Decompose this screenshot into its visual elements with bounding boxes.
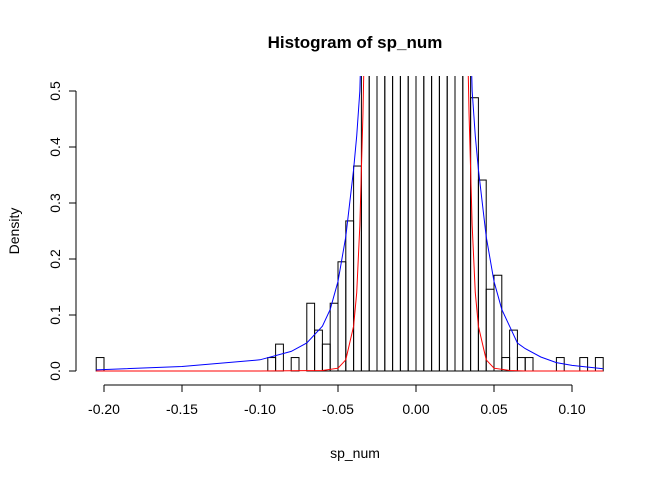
histogram-bar	[376, 76, 386, 372]
histogram-bar	[392, 76, 401, 372]
x-tick-label: 0.10	[558, 401, 585, 417]
density-curve-red	[96, 76, 604, 372]
y-tick-label: 0.1	[47, 305, 63, 325]
histogram-bar	[462, 76, 472, 372]
histogram-bar	[579, 357, 589, 372]
histogram-bar	[321, 343, 331, 372]
y-tick-label: 0.2	[47, 249, 63, 269]
histogram-bar	[454, 76, 464, 372]
histogram-bar	[516, 357, 526, 372]
x-tick-label: -0.20	[88, 401, 120, 417]
y-tick-label: 0.0	[47, 361, 63, 381]
histogram-bar	[368, 76, 378, 372]
y-axis: 0.0 0.1 0.2 0.3 0.4 0.5	[47, 81, 77, 381]
histogram-bar	[95, 357, 105, 372]
x-tick-label: -0.15	[166, 401, 198, 417]
density-curves	[96, 76, 604, 372]
histogram-bar	[485, 288, 495, 372]
x-axis: -0.20 -0.15 -0.10 -0.05 0.00 0.05 0.10	[88, 384, 586, 417]
histogram-bar	[384, 76, 394, 372]
histogram-bar	[423, 76, 433, 372]
histogram-bar	[431, 76, 440, 372]
y-tick-label: 0.5	[47, 81, 63, 101]
histogram-bar	[399, 76, 409, 372]
histogram-bar	[446, 76, 456, 372]
histogram-bar	[470, 97, 479, 372]
histogram-bar	[438, 76, 448, 372]
histogram-bar	[524, 357, 534, 372]
histogram-bar	[314, 329, 323, 372]
y-tick-label: 0.3	[47, 193, 63, 213]
histogram-bar	[493, 274, 503, 372]
density-curve-blue	[96, 76, 604, 371]
y-axis-label: Density	[6, 208, 22, 255]
x-tick-label: -0.05	[322, 401, 354, 417]
histogram-bar	[337, 261, 347, 372]
histogram-bars	[95, 76, 604, 372]
x-axis-label: sp_num	[330, 445, 380, 461]
histogram-bar	[290, 357, 300, 372]
x-tick-label: -0.10	[244, 401, 276, 417]
y-tick-label: 0.4	[47, 137, 63, 157]
histogram-bar	[415, 76, 425, 372]
histogram-bar	[267, 357, 277, 372]
histogram-bar	[345, 220, 355, 372]
histogram-bar	[477, 179, 487, 372]
histogram-bar	[407, 76, 417, 372]
histogram-bar	[306, 302, 316, 372]
histogram-bar	[275, 343, 284, 372]
chart-title: Histogram of sp_num	[268, 33, 443, 52]
histogram-bar	[509, 329, 518, 372]
histogram-bar	[360, 76, 370, 372]
x-tick-label: 0.00	[402, 401, 429, 417]
x-tick-label: 0.05	[480, 401, 507, 417]
histogram-bar	[329, 302, 339, 372]
